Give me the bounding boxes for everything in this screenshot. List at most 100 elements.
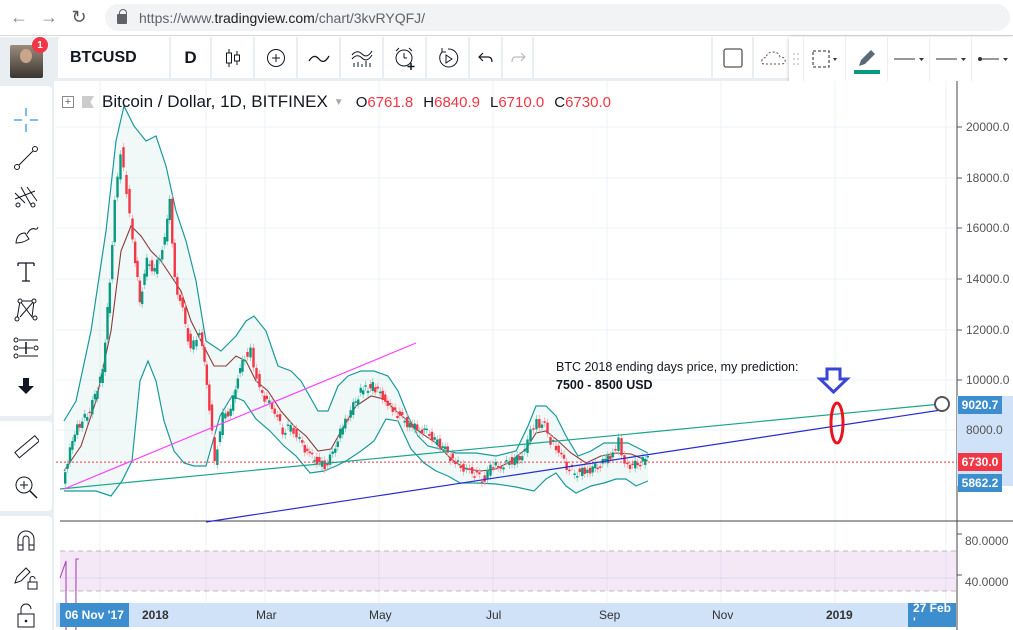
candle bbox=[468, 468, 470, 470]
candle bbox=[396, 416, 398, 418]
candle bbox=[599, 466, 601, 468]
candle bbox=[146, 258, 148, 277]
prediction-text-annotation[interactable]: BTC 2018 ending days price, my predictio… bbox=[556, 358, 799, 394]
candle bbox=[433, 437, 435, 440]
candle bbox=[486, 471, 488, 480]
forecast-tool[interactable] bbox=[12, 334, 40, 362]
back-button[interactable]: ← bbox=[8, 7, 30, 29]
lock-drawings-tool[interactable] bbox=[12, 564, 40, 592]
lock-all-tool[interactable] bbox=[12, 602, 40, 630]
line-style-dropdown[interactable] bbox=[887, 37, 929, 81]
alert-button[interactable] bbox=[384, 37, 426, 78]
candle bbox=[617, 437, 619, 451]
text-tool[interactable] bbox=[12, 258, 40, 286]
candle bbox=[541, 425, 543, 428]
candle bbox=[187, 328, 189, 341]
series-title[interactable]: Bitcoin / Dollar, 1D, BITFINEX bbox=[102, 92, 328, 112]
candle bbox=[219, 431, 221, 442]
interval-button[interactable]: D bbox=[171, 37, 211, 78]
text-icon bbox=[13, 259, 39, 285]
line-width-icon bbox=[935, 55, 967, 63]
candle bbox=[102, 369, 104, 383]
price-tick: 18000.0 bbox=[966, 171, 1009, 185]
forward-button[interactable]: → bbox=[38, 7, 60, 29]
compare-button[interactable] bbox=[255, 37, 297, 78]
brush-icon bbox=[13, 221, 39, 247]
prediction-arrow bbox=[820, 369, 847, 392]
candle bbox=[626, 463, 628, 465]
chart-area[interactable] bbox=[56, 81, 1013, 630]
candle bbox=[276, 415, 278, 417]
color-picker-button[interactable] bbox=[845, 37, 887, 81]
candle bbox=[96, 391, 98, 399]
expand-icon[interactable]: + bbox=[62, 96, 74, 108]
candle bbox=[416, 424, 418, 430]
reload-button[interactable]: ↻ bbox=[68, 7, 90, 29]
candle bbox=[171, 199, 173, 244]
undo-button[interactable] bbox=[470, 37, 502, 78]
candle bbox=[459, 466, 461, 468]
candle bbox=[76, 424, 78, 435]
flag-icon[interactable] bbox=[82, 96, 94, 108]
candle bbox=[631, 464, 633, 466]
candle bbox=[284, 433, 286, 435]
candle bbox=[401, 412, 403, 415]
zoom-in-tool[interactable] bbox=[12, 473, 40, 501]
candle bbox=[122, 147, 124, 167]
candle bbox=[201, 332, 203, 346]
candle bbox=[166, 219, 168, 242]
address-bar[interactable]: https://www.tradingview.com/chart/3kvRYQ… bbox=[105, 4, 1010, 31]
trendline-tool[interactable] bbox=[12, 144, 40, 172]
icons-tool[interactable] bbox=[12, 372, 40, 400]
candle bbox=[543, 421, 545, 423]
candle bbox=[399, 411, 401, 415]
line-end-dropdown[interactable] bbox=[971, 37, 1013, 81]
price-chart[interactable] bbox=[56, 81, 1013, 630]
pitchfork-tool[interactable] bbox=[12, 182, 40, 210]
fullscreen-button[interactable] bbox=[713, 37, 753, 78]
rsi-band bbox=[60, 551, 957, 591]
candle bbox=[379, 392, 381, 394]
crosshair-tool[interactable] bbox=[12, 106, 40, 134]
arrow-down-icon bbox=[16, 376, 36, 396]
candle bbox=[148, 264, 150, 266]
candle bbox=[316, 457, 318, 464]
drag-handle[interactable] bbox=[789, 53, 803, 65]
candle bbox=[465, 468, 467, 470]
candle bbox=[241, 360, 243, 372]
magnet-tool[interactable] bbox=[12, 526, 40, 554]
line-width-dropdown[interactable] bbox=[929, 37, 971, 81]
redo-button[interactable] bbox=[503, 37, 533, 78]
chevron-down-icon[interactable]: ▼ bbox=[334, 97, 344, 108]
candle bbox=[143, 274, 145, 285]
time-axis[interactable]: 06 Nov '17 2018 Mar May Jul Sep Nov 2019… bbox=[56, 603, 956, 627]
candle bbox=[106, 307, 108, 339]
candle bbox=[367, 391, 369, 393]
replay-button[interactable] bbox=[427, 37, 469, 78]
ohlc-close: C6730.0 bbox=[554, 94, 611, 111]
candle bbox=[84, 414, 86, 418]
brush-tool[interactable] bbox=[12, 220, 40, 248]
symbol-search-button[interactable]: BTCUSD bbox=[58, 37, 170, 78]
ruler-tool[interactable] bbox=[12, 433, 40, 461]
candle bbox=[213, 437, 215, 461]
candle bbox=[81, 422, 83, 428]
price-tick: 10000.0 bbox=[966, 373, 1009, 387]
pattern-tool[interactable] bbox=[12, 296, 40, 324]
time-end-label: 27 Feb ' bbox=[908, 603, 956, 627]
chart-type-button[interactable] bbox=[212, 37, 254, 78]
snapshot-button[interactable] bbox=[754, 37, 794, 78]
indicators-button[interactable] bbox=[298, 37, 340, 78]
candle bbox=[604, 459, 606, 461]
candle bbox=[174, 243, 176, 277]
template-dropdown[interactable] bbox=[803, 37, 845, 81]
candle bbox=[406, 417, 408, 427]
rsi-axis[interactable]: 80.0000 40.0000 bbox=[957, 522, 1013, 602]
candle bbox=[232, 395, 234, 410]
candle bbox=[538, 419, 540, 428]
templates-button[interactable] bbox=[341, 37, 383, 78]
candle bbox=[546, 423, 548, 434]
candle bbox=[549, 437, 551, 445]
rsi-tick-40: 40.0000 bbox=[965, 575, 1008, 589]
candle bbox=[500, 467, 502, 469]
